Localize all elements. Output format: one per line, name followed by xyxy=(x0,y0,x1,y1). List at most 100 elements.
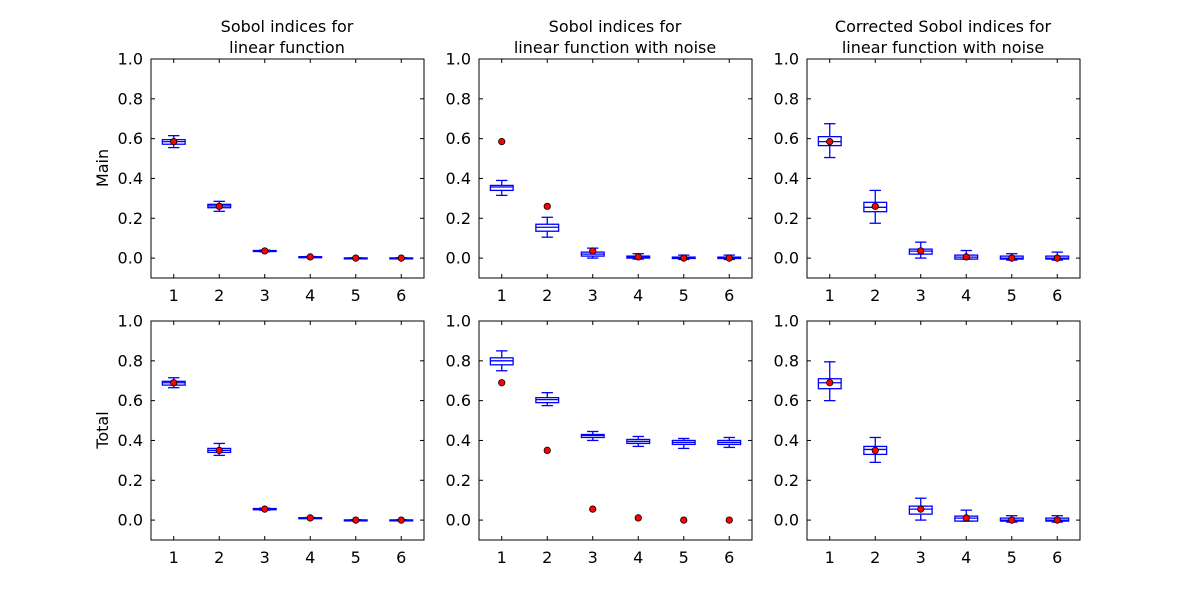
xtick-label: 4 xyxy=(633,286,643,305)
true-value-point xyxy=(397,254,405,262)
title-col-2-line-1: Sobol indices for xyxy=(549,17,682,36)
xtick-label: 1 xyxy=(497,548,507,567)
true-value-point xyxy=(306,253,314,261)
ylabel-total: Total xyxy=(93,411,112,449)
ytick-label: 0.8 xyxy=(118,351,143,370)
ytick-label: 0.6 xyxy=(446,129,471,148)
xtick-label: 2 xyxy=(542,548,552,567)
xtick-label: 3 xyxy=(260,286,270,305)
true-value-point xyxy=(1008,254,1016,262)
true-value-point xyxy=(634,514,642,522)
ytick-label: 0.8 xyxy=(118,89,143,108)
true-value-point xyxy=(397,516,405,524)
xtick-label: 4 xyxy=(305,548,315,567)
true-value-point xyxy=(589,505,597,513)
ytick-label: 0.2 xyxy=(774,471,799,490)
true-value-point xyxy=(170,138,178,146)
xtick-label: 3 xyxy=(588,286,598,305)
true-value-point xyxy=(680,254,688,262)
true-value-point xyxy=(871,202,879,210)
axes-frame xyxy=(150,320,425,541)
true-value-point xyxy=(543,202,551,210)
true-value-point xyxy=(498,379,506,387)
ytick-label: 0.0 xyxy=(118,249,143,268)
xtick-label: 1 xyxy=(825,286,835,305)
axes-frame xyxy=(478,320,753,541)
true-value-point xyxy=(962,253,970,261)
xtick-label: 5 xyxy=(1007,286,1017,305)
xtick-label: 4 xyxy=(961,286,971,305)
box-iqr xyxy=(817,378,842,390)
xtick-label: 6 xyxy=(396,286,406,305)
ytick-label: 0.4 xyxy=(774,431,799,450)
xtick-label: 1 xyxy=(497,286,507,305)
xtick-label: 4 xyxy=(633,548,643,567)
true-value-point xyxy=(261,247,269,255)
xtick-label: 5 xyxy=(679,548,689,567)
ytick-label: 0.2 xyxy=(118,471,143,490)
ytick-label: 0.2 xyxy=(446,471,471,490)
axes-frame xyxy=(150,58,425,279)
xtick-label: 2 xyxy=(542,286,552,305)
true-value-point xyxy=(543,446,551,455)
ytick-label: 0.6 xyxy=(446,391,471,410)
true-value-point xyxy=(1053,254,1061,262)
true-value-point xyxy=(352,516,360,524)
ylabel-main: Main xyxy=(93,149,112,187)
xtick-label: 5 xyxy=(351,548,361,567)
xtick-label: 2 xyxy=(870,548,880,567)
true-value-point xyxy=(634,253,642,261)
box-iqr xyxy=(863,445,888,456)
ytick-label: 0.0 xyxy=(774,249,799,268)
true-value-point xyxy=(917,505,925,513)
xtick-label: 6 xyxy=(1052,548,1062,567)
xtick-label: 1 xyxy=(169,548,179,567)
title-col-1-line-1: Sobol indices for xyxy=(221,17,354,36)
panel-1: 0.0 0.2 0.4 0.6 0.8 1.0 1 2 3 4 5 6 xyxy=(118,50,425,305)
xtick-label: 5 xyxy=(679,286,689,305)
ytick-label: 0.0 xyxy=(446,511,471,530)
true-value-point xyxy=(589,247,597,255)
true-value-point xyxy=(352,254,360,262)
title-col-2-line-2: linear function with noise xyxy=(514,38,716,57)
true-value-point xyxy=(826,379,834,387)
true-value-point xyxy=(725,254,733,262)
ytick-label: 0.8 xyxy=(774,351,799,370)
true-value-point xyxy=(306,514,314,522)
ytick-label: 0.8 xyxy=(446,351,471,370)
ytick-label: 0.4 xyxy=(774,169,799,188)
true-value-point xyxy=(871,446,879,455)
xtick-label: 2 xyxy=(870,286,880,305)
ytick-label: 1.0 xyxy=(118,50,143,69)
panel-3: 0.0 0.2 0.4 0.6 0.8 1.0 1 2 3 4 5 6 xyxy=(774,50,1081,305)
xtick-label: 2 xyxy=(214,548,224,567)
box-iqr xyxy=(489,184,514,192)
box-4 xyxy=(626,435,651,448)
true-value-point xyxy=(1008,516,1016,524)
ytick-label: 0.4 xyxy=(446,431,471,450)
title-col-1-line-2: linear function xyxy=(229,38,345,57)
ytick-label: 1.0 xyxy=(774,312,799,331)
box-2 xyxy=(535,392,560,407)
ytick-label: 0.8 xyxy=(774,89,799,108)
panel-5: 0.0 0.2 0.4 0.6 0.8 1.0 1 2 3 4 5 6 xyxy=(446,312,753,567)
xtick-label: 1 xyxy=(825,548,835,567)
ytick-label: 0.4 xyxy=(118,169,143,188)
axes-frame xyxy=(806,58,1081,279)
xtick-label: 6 xyxy=(396,548,406,567)
ytick-label: 1.0 xyxy=(446,50,471,69)
xtick-label: 4 xyxy=(305,286,315,305)
ytick-label: 0.4 xyxy=(118,431,143,450)
panel-6: 0.0 0.2 0.4 0.6 0.8 1.0 1 2 3 4 5 6 xyxy=(774,312,1081,567)
xtick-label: 2 xyxy=(214,286,224,305)
xtick-label: 5 xyxy=(351,286,361,305)
xtick-label: 1 xyxy=(169,286,179,305)
ytick-label: 0.2 xyxy=(774,209,799,228)
ytick-label: 0.4 xyxy=(446,169,471,188)
ytick-label: 0.0 xyxy=(446,249,471,268)
xtick-label: 3 xyxy=(588,548,598,567)
box-5 xyxy=(671,437,696,450)
box-3 xyxy=(580,430,605,442)
axes-frame xyxy=(478,58,753,279)
box-2 xyxy=(535,216,560,238)
